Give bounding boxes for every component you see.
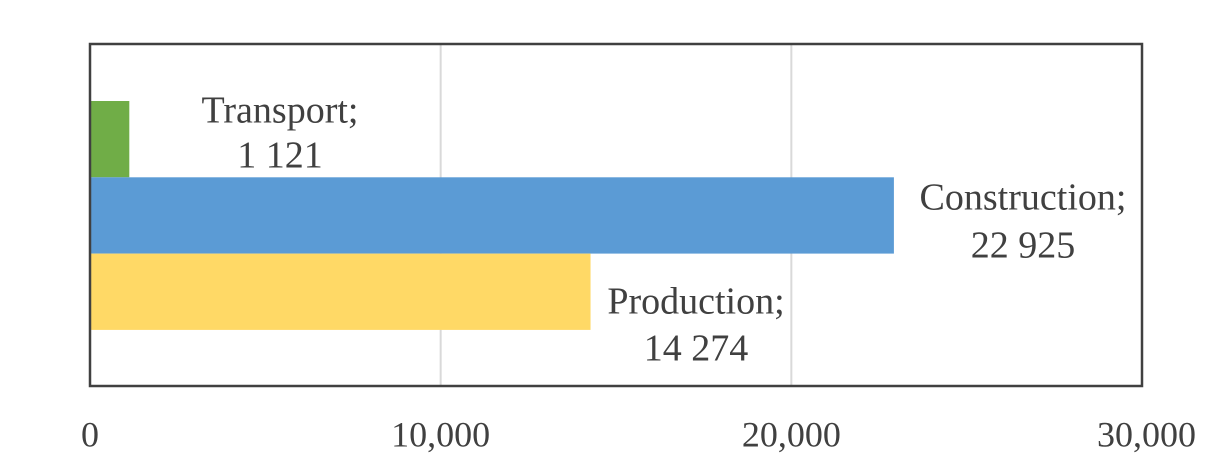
- x-tick-label: 10,000: [391, 414, 490, 454]
- data-label-transport-value: 1 121: [237, 135, 323, 177]
- data-labels: Transport;1 121 Construction; 22 925 Produc…: [202, 90, 1127, 370]
- x-tick-label: 20,000: [742, 414, 841, 454]
- x-tick-label: 0: [81, 414, 99, 454]
- data-label-transport-name: Transport;: [202, 90, 359, 132]
- bar-construction: [90, 177, 894, 254]
- data-label-construction-name: Construction;: [920, 177, 1127, 219]
- x-tick-label: 30,000: [1097, 414, 1196, 454]
- x-axis: 0 10,000 20,000 30,000: [81, 414, 1196, 454]
- plot-frame: [88, 42, 1144, 388]
- data-label-production-name: Production;: [607, 281, 784, 323]
- data-label-construction-value: 22 925: [971, 225, 1076, 267]
- bar-production: [90, 253, 591, 330]
- data-label-production-value: 14 274: [644, 328, 749, 370]
- bar-transport: [90, 101, 130, 178]
- bars: [90, 101, 894, 330]
